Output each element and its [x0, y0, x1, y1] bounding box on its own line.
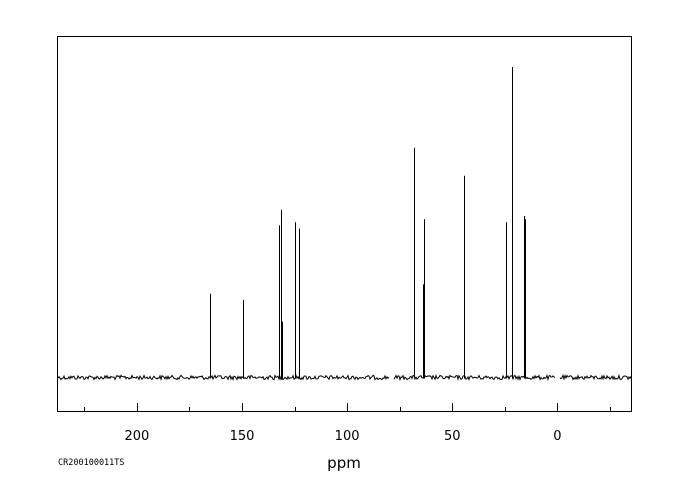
x-axis-title: ppm: [327, 454, 361, 472]
x-axis-ticks: [84, 403, 611, 411]
tick-label: 150: [230, 429, 255, 444]
baseline-trace: [57, 373, 632, 382]
tick-label: 100: [335, 429, 360, 444]
baseline-noise: [57, 373, 632, 382]
tick-label: 200: [124, 429, 149, 444]
plot-frame: [57, 36, 632, 412]
x-axis-tick-labels: 200 150 100 50 0: [124, 429, 561, 444]
spectrum-code-label: CR200100011TS: [58, 458, 125, 468]
tick-label: 0: [553, 429, 561, 444]
tick-label: 50: [444, 429, 461, 444]
peak-group: [210, 67, 526, 379]
